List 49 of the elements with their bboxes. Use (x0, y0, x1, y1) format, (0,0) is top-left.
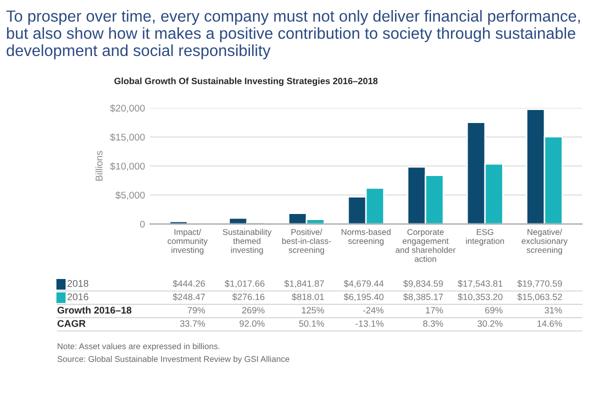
x-tick-label: Corporate engagement and shareholder action (396, 229, 456, 262)
y-tick-label: $5,000 (116, 191, 145, 200)
text: CAGR (58, 320, 86, 327)
y-tick-label: $10,000 (110, 162, 145, 171)
data-label: $9,834.59 (403, 280, 443, 288)
text: 50.1% (299, 320, 324, 327)
data-label: $15,063.52 (517, 293, 562, 302)
data-label: $6,195.40 (344, 293, 384, 302)
data-label: $276.16 (232, 293, 264, 301)
y-tick-label: 0 (140, 220, 145, 228)
x-tick-label: Impact/ community investing (168, 228, 208, 255)
text: 69% (485, 307, 503, 314)
text: -13.1% (356, 320, 384, 327)
text: Growth 2016–18 (58, 306, 132, 314)
data-label: $248.47 (172, 293, 205, 301)
data-label: $1,017.66 (224, 280, 264, 288)
y-tick-label: $20,000 (110, 104, 145, 113)
text: 125% (302, 307, 324, 314)
x-tick-label: ESG integration (466, 229, 504, 246)
text: 92.0% (240, 320, 265, 327)
data-label: $8,385.17 (403, 293, 443, 302)
text: 14.6% (537, 320, 562, 327)
data-label: $17,543.81 (458, 280, 502, 288)
text: 79% (188, 307, 206, 314)
text: 31% (544, 307, 562, 314)
text: 269% (242, 307, 265, 314)
source-note: Source: Global Sustainable Investment Review by GSI Alliance (58, 356, 290, 364)
data-label: $444.26 (172, 280, 205, 288)
text: -24% (363, 307, 384, 314)
data-label: $10,353.20 (458, 293, 503, 302)
chart-title: To prosper over time, every company must not only deliver financial performance, but also show how it makes a positive contribution to society through sustainable development and social responsibility (6, 10, 580, 60)
text: 30.2% (478, 320, 503, 327)
legend-label: 2018 (68, 280, 88, 287)
x-tick-label: Negative/ exclusionary screening (522, 228, 568, 255)
legend-label: 2016 (68, 293, 88, 300)
x-tick-label: Sustainability themed investing (222, 228, 272, 255)
data-label: $4,679.44 (344, 280, 384, 288)
text: Note: Asset values are expressed in billions. (58, 343, 220, 351)
data-label: $818.01 (292, 293, 324, 301)
data-label: $19,770.59 (517, 280, 562, 288)
x-tick-label: Positive/ best-in-class- screening (282, 228, 331, 255)
y-axis-title: Billions (95, 150, 103, 181)
chart-subtitle: Global Growth Of Sustainable Investing Strategies 2016–2018 (114, 78, 378, 86)
data-label: $1,841.87 (284, 280, 324, 288)
text: 33.7% (180, 320, 206, 327)
y-tick-label: $15,000 (110, 133, 145, 142)
text: 8.3% (423, 320, 444, 327)
text: 17% (426, 307, 444, 314)
x-tick-label: Norms-based screening (342, 228, 390, 246)
